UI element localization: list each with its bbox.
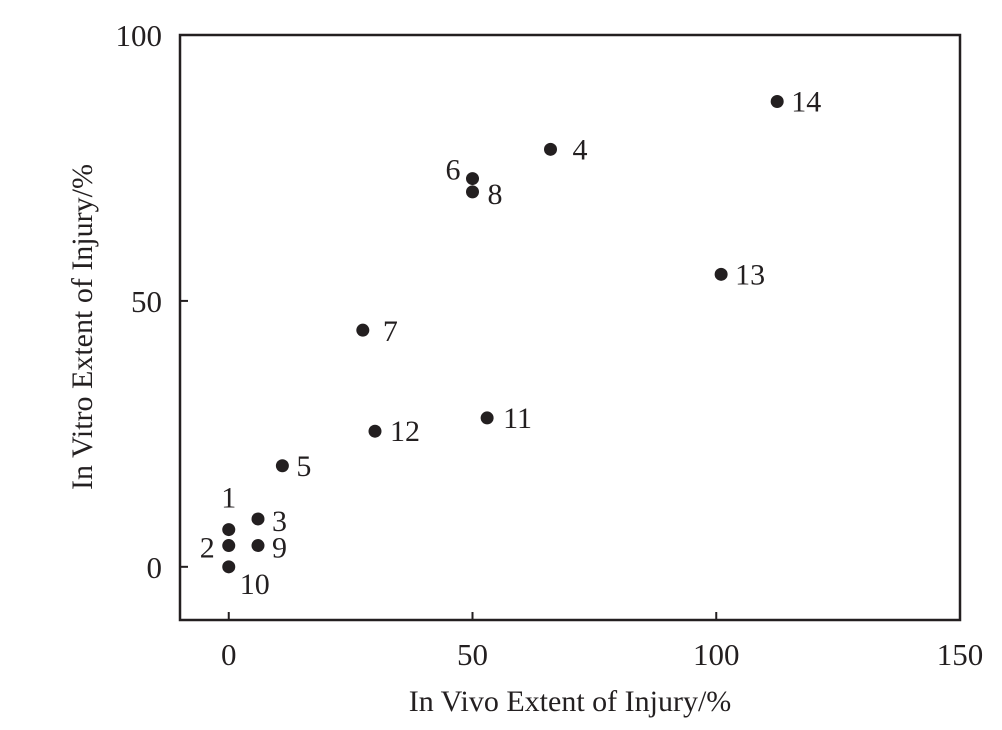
data-point-13 (714, 267, 728, 281)
data-point-label-9: 9 (272, 532, 287, 565)
data-point-2 (222, 539, 236, 553)
y-axis-label: In Vitro Extent of Injury/% (66, 164, 99, 490)
x-tick-label: 100 (693, 637, 740, 672)
plot-area-frame (178, 33, 962, 622)
data-point-label-12: 12 (390, 415, 420, 448)
data-point-5 (275, 459, 289, 473)
axis-ticks: 0 50 100 150 0 50 100 (116, 18, 984, 672)
data-point-label-5: 5 (296, 450, 311, 483)
data-point-12 (368, 424, 382, 438)
x-tick-label: 50 (457, 637, 488, 672)
data-point-label-10: 10 (240, 568, 270, 601)
data-point-10 (222, 560, 236, 574)
data-point-label-7: 7 (383, 315, 398, 348)
data-point-label-13: 13 (735, 258, 765, 291)
data-point-label-1: 1 (221, 482, 236, 515)
data-point-label-8: 8 (488, 178, 503, 211)
data-point-9 (251, 539, 265, 553)
data-point-label-2: 2 (200, 532, 215, 565)
data-point-11 (480, 411, 494, 425)
data-point-label-6: 6 (446, 154, 461, 187)
data-point-1 (222, 523, 236, 537)
data-point-8 (466, 185, 479, 199)
y-tick-label: 100 (116, 18, 163, 53)
x-tick-label: 150 (937, 637, 984, 672)
data-point-label-4: 4 (573, 133, 588, 166)
x-axis-label: In Vivo Extent of Injury/% (409, 685, 732, 718)
data-point-14 (770, 94, 784, 108)
data-point-label-11: 11 (503, 402, 532, 435)
data-point-label-14: 14 (791, 85, 821, 118)
data-point-7 (356, 323, 370, 337)
data-point-4 (544, 142, 557, 156)
y-tick-label: 0 (147, 550, 163, 585)
y-tick-label: 50 (131, 284, 162, 319)
data-point-label-3: 3 (272, 505, 287, 538)
data-point-6 (466, 172, 479, 186)
data-point-3 (251, 512, 265, 526)
x-tick-label: 0 (221, 637, 237, 672)
